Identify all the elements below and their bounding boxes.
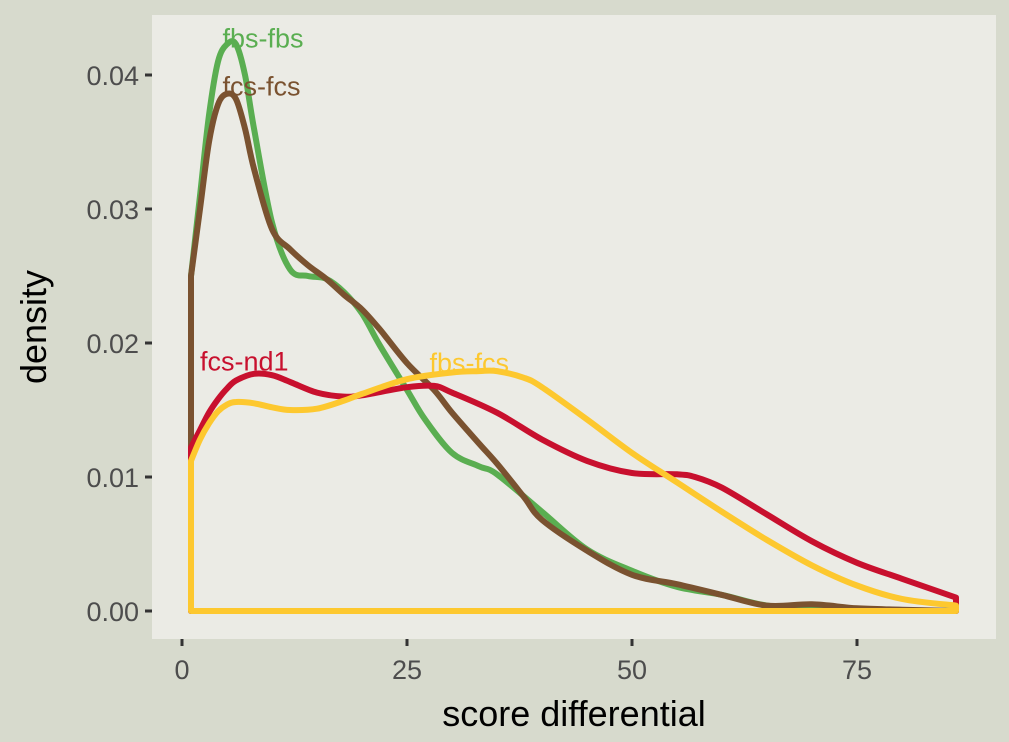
density-curve-fcs-nd1 — [188, 370, 959, 614]
series-label-fbs-fbs: fbs-fbs — [223, 23, 304, 53]
series-lines — [188, 38, 959, 614]
series-labels: fbs-fbs fcs-fcs fcs-nd1 fbs-fcs — [200, 23, 509, 377]
density-curve-fbs-fcs — [188, 367, 959, 614]
panel-background — [152, 15, 996, 639]
x-tick-label: 75 — [842, 655, 872, 685]
y-tick-label: 0.02 — [86, 329, 139, 359]
y-tick-label: 0.01 — [86, 463, 139, 493]
series-label-fcs-nd1: fcs-nd1 — [200, 346, 289, 376]
density-curve-fcs-fcs — [188, 90, 959, 614]
y-tick-label: 0.04 — [86, 61, 139, 91]
y-axis: 0.00 0.01 0.02 0.03 0.04 — [86, 61, 152, 627]
y-tick-label: 0.03 — [86, 195, 139, 225]
y-axis-title: density — [13, 270, 54, 384]
x-tick-label: 25 — [392, 655, 422, 685]
x-tick-label: 0 — [174, 655, 189, 685]
x-axis: 0 25 50 75 — [174, 639, 872, 685]
x-tick-label: 50 — [617, 655, 647, 685]
series-label-fbs-fcs: fbs-fcs — [430, 348, 510, 378]
series-label-fcs-fcs: fcs-fcs — [223, 72, 301, 102]
x-axis-title: score differential — [442, 693, 705, 734]
y-tick-label: 0.00 — [86, 597, 139, 627]
